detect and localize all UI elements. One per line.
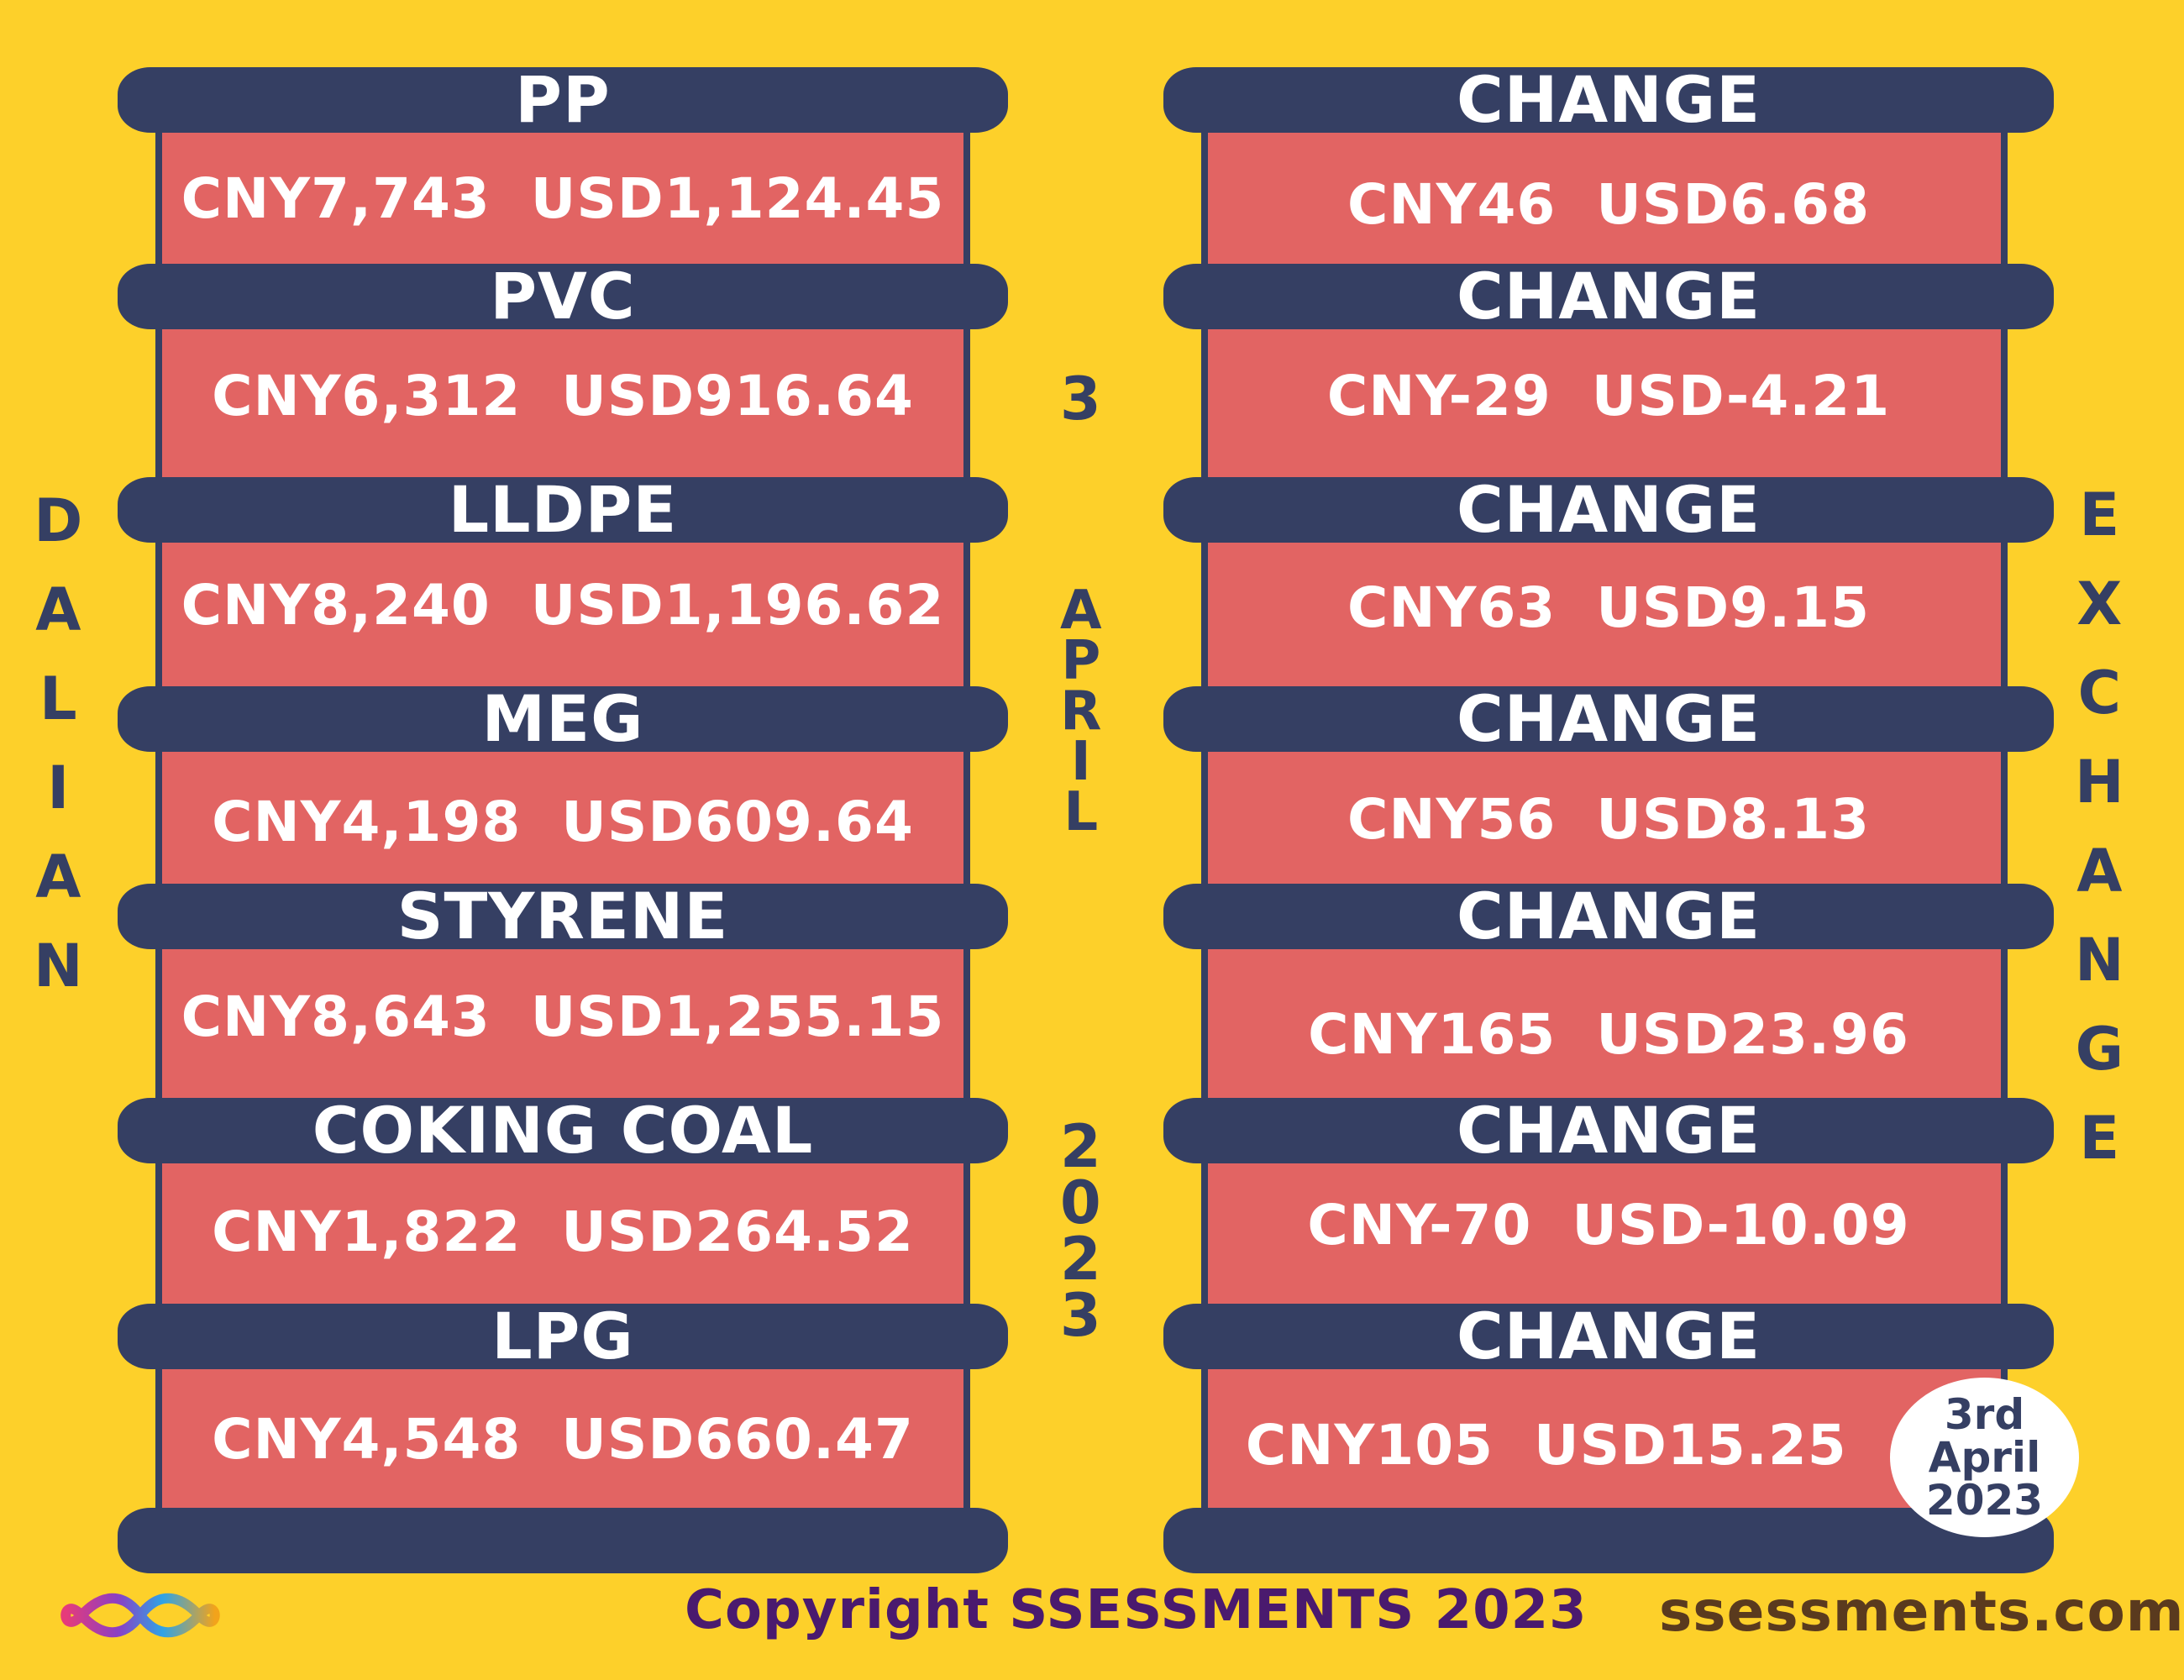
change-label: CHANGE bbox=[1456, 1299, 1761, 1373]
commodity-header-lpg: LPG bbox=[118, 1304, 1008, 1369]
change-label: CHANGE bbox=[1456, 62, 1761, 137]
change-panel-body bbox=[1201, 101, 2008, 1537]
vertical-letter: E bbox=[2079, 480, 2120, 549]
change-value-2: CNY-29 USD-4.21 bbox=[1326, 364, 1891, 428]
change-header-4: CHANGE bbox=[1163, 686, 2054, 752]
commodity-name: COKING COAL bbox=[312, 1093, 814, 1168]
change-value-5: CNY165 USD23.96 bbox=[1308, 1002, 1909, 1067]
commodity-header-lldpe: LLDPE bbox=[118, 477, 1008, 543]
vertical-letter: R bbox=[1060, 680, 1102, 743]
commodity-header-pp: PP bbox=[118, 67, 1008, 133]
vertical-letter: N bbox=[2075, 926, 2124, 995]
change-header-5: CHANGE bbox=[1163, 884, 2054, 949]
change-header-7: CHANGE bbox=[1163, 1304, 2054, 1369]
date-day: 3 bbox=[1060, 365, 1101, 433]
vertical-letter: H bbox=[2075, 748, 2124, 816]
vertical-letter: P bbox=[1061, 630, 1101, 692]
vertical-letter: A bbox=[35, 575, 81, 644]
change-header-3: CHANGE bbox=[1163, 477, 2054, 543]
change-value-7: CNY105 USD15.25 bbox=[1245, 1413, 1847, 1478]
vertical-letter: A bbox=[35, 843, 81, 911]
vertical-letter: 3 bbox=[1060, 1281, 1101, 1350]
vertical-letter: A bbox=[1060, 580, 1102, 642]
commodity-header-coking-coal: COKING COAL bbox=[118, 1098, 1008, 1163]
change-label: CHANGE bbox=[1456, 879, 1761, 953]
change-value-3: CNY63 USD9.15 bbox=[1347, 575, 1871, 640]
vertical-letter: X bbox=[2076, 570, 2123, 638]
vertical-letter: 2 bbox=[1060, 1225, 1101, 1294]
vertical-letter: G bbox=[2075, 1015, 2124, 1084]
commodity-price-styrene: CNY8,643 USD1,255.15 bbox=[181, 984, 945, 1049]
price-change-panel: CHANGE CNY46 USD6.68 CHANGE CNY-29 USD-4… bbox=[1163, 0, 2054, 1579]
change-label: CHANGE bbox=[1456, 681, 1761, 756]
copyright-text: Copyright SSESSMENTS 2023 bbox=[685, 1579, 1588, 1641]
vertical-letter: L bbox=[39, 664, 77, 733]
commodity-price-meg: CNY4,198 USD609.64 bbox=[212, 790, 914, 854]
commodity-header-pvc: PVC bbox=[118, 264, 1008, 329]
vertical-letter: I bbox=[47, 753, 70, 822]
vertical-letter: I bbox=[1070, 731, 1091, 793]
commodity-price-panel: PP CNY7,743 USD1,124.45 PVC CNY6,312 USD… bbox=[118, 0, 1008, 1579]
vertical-letter: C bbox=[2077, 659, 2121, 727]
commodity-price-pvc: CNY6,312 USD916.64 bbox=[212, 364, 914, 428]
website-link[interactable]: ssessments.com bbox=[1659, 1579, 2184, 1644]
vertical-letter: L bbox=[1063, 781, 1099, 843]
change-label: CHANGE bbox=[1456, 259, 1761, 333]
infinity-logo-icon bbox=[52, 1589, 228, 1645]
vertical-letter: D bbox=[34, 486, 83, 555]
commodity-price-lpg: CNY4,548 USD660.47 bbox=[212, 1407, 914, 1472]
date-badge-month: April bbox=[1928, 1432, 2041, 1482]
commodity-name: PP bbox=[515, 62, 611, 137]
vertical-letter: E bbox=[2079, 1104, 2120, 1173]
vertical-letter: 2 bbox=[1060, 1112, 1101, 1181]
panel-bottom-bar bbox=[1163, 1508, 2054, 1573]
commodity-name: MEG bbox=[481, 681, 644, 756]
change-value-1: CNY46 USD6.68 bbox=[1347, 172, 1871, 237]
price-panel-body bbox=[155, 101, 970, 1537]
commodity-header-meg: MEG bbox=[118, 686, 1008, 752]
change-label: CHANGE bbox=[1456, 1093, 1761, 1168]
commodity-price-coking-coal: CNY1,822 USD264.52 bbox=[212, 1200, 914, 1264]
date-badge-day: 3rd bbox=[1944, 1389, 2025, 1439]
vertical-letter: A bbox=[2076, 837, 2123, 906]
vertical-letter: 0 bbox=[1060, 1168, 1101, 1237]
change-header-6: CHANGE bbox=[1163, 1098, 2054, 1163]
commodity-name: LPG bbox=[491, 1299, 634, 1373]
date-badge: 3rd April 2023 bbox=[1890, 1378, 2079, 1537]
change-value-6: CNY-70 USD-10.09 bbox=[1307, 1193, 1910, 1257]
vertical-letter: N bbox=[34, 932, 83, 1000]
change-value-4: CNY56 USD8.13 bbox=[1347, 787, 1871, 852]
change-header-1: CHANGE bbox=[1163, 67, 2054, 133]
commodity-name: STYRENE bbox=[396, 879, 729, 953]
commodity-price-pp: CNY7,743 USD1,124.45 bbox=[181, 166, 945, 231]
commodity-name: PVC bbox=[490, 259, 636, 333]
commodity-name: LLDPE bbox=[448, 472, 678, 547]
date-badge-year: 2023 bbox=[1925, 1475, 2044, 1525]
change-label: CHANGE bbox=[1456, 472, 1761, 547]
commodity-header-styrene: STYRENE bbox=[118, 884, 1008, 949]
change-header-2: CHANGE bbox=[1163, 264, 2054, 329]
commodity-price-lldpe: CNY8,240 USD1,196.62 bbox=[181, 573, 945, 638]
panel-bottom-bar bbox=[118, 1508, 1008, 1573]
